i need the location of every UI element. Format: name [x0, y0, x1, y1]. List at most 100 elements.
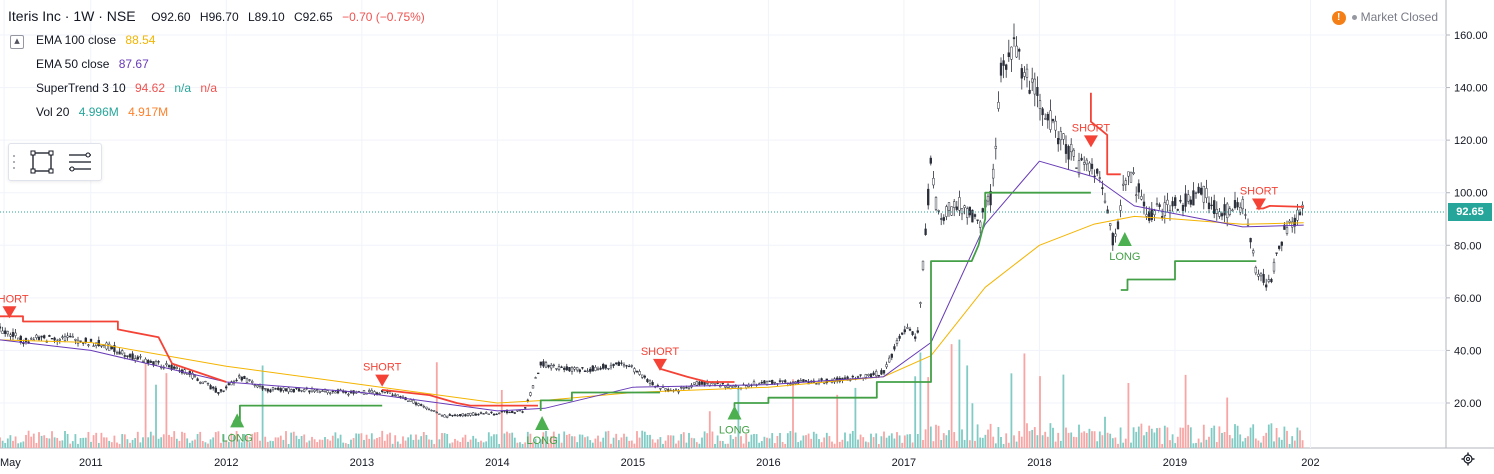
candle-body	[1166, 199, 1169, 205]
parallel-channel-icon[interactable]	[67, 149, 93, 175]
candle-body	[97, 339, 100, 347]
candle-body	[916, 330, 919, 333]
volume-bar	[1000, 437, 1002, 448]
candle-body	[563, 367, 566, 370]
candle-body	[784, 380, 787, 383]
volume-bar	[573, 436, 576, 448]
volume-bar	[6, 438, 9, 448]
candle-body	[1080, 157, 1083, 161]
candle-body	[599, 367, 602, 370]
candle-body	[765, 381, 769, 385]
volume-bar	[149, 431, 152, 448]
volume-bar	[961, 429, 963, 448]
indicator-ema50[interactable]: EMA 50 close 87.67	[36, 57, 149, 71]
volume-bar	[867, 442, 870, 448]
volume-bar	[77, 443, 79, 448]
candle-body	[544, 362, 548, 368]
candle-body	[409, 399, 412, 402]
supertrend-down-line	[1090, 92, 1121, 176]
candle-body	[9, 334, 12, 337]
candle-body	[851, 375, 854, 378]
volume-bar	[823, 437, 826, 448]
symbol-title[interactable]: Iteris Inc · 1W · NSE	[8, 8, 136, 24]
volume-bar	[727, 443, 729, 448]
volume-bar	[51, 431, 53, 448]
volume-bar	[872, 437, 875, 448]
volume-bar	[394, 435, 397, 448]
volume-bar	[1010, 373, 1013, 448]
candle-body	[269, 389, 272, 393]
volume-bar	[131, 439, 134, 448]
candle-body	[253, 384, 256, 386]
candle-body	[479, 412, 483, 414]
volume-bar	[500, 389, 503, 448]
candle-body	[677, 391, 680, 393]
indicator-volume[interactable]: Vol 20 4.996M 4.917M	[36, 105, 168, 119]
indicator-supertrend[interactable]: SuperTrend 3 10 94.62 n/a n/a	[36, 81, 217, 95]
volume-bar	[888, 435, 891, 448]
candle-body	[953, 201, 956, 208]
candle-body	[1272, 261, 1276, 272]
volume-bar	[857, 439, 859, 448]
candle-body	[394, 394, 397, 396]
market-status[interactable]: ! Market Closed	[1331, 10, 1438, 25]
volume-bar	[1098, 431, 1101, 448]
candle-body	[500, 411, 503, 413]
volume-bar	[152, 435, 155, 448]
candle-body	[864, 374, 867, 378]
volume-bar	[685, 442, 688, 448]
volume-bar	[555, 437, 558, 448]
volume-bar	[300, 435, 303, 448]
indicator-ema100[interactable]: EMA 100 close 88.54	[36, 33, 155, 47]
y-tick-label: 120.00	[1454, 135, 1488, 147]
volume-bar	[682, 432, 685, 448]
candle-body	[123, 355, 126, 357]
candle-body	[1259, 272, 1263, 277]
volume-bar	[12, 440, 14, 448]
volume-bar	[461, 437, 464, 448]
volume-bar	[688, 432, 690, 448]
candle-body	[1291, 221, 1294, 228]
gear-icon[interactable]	[1461, 452, 1475, 466]
volume-bar	[339, 434, 342, 448]
volume-bar	[285, 431, 287, 448]
candle-body	[37, 336, 41, 340]
volume-bar	[334, 432, 337, 448]
collapse-legend-button[interactable]: ▴	[10, 35, 24, 49]
drag-handle-icon[interactable]	[11, 149, 17, 175]
candle-body	[66, 335, 69, 338]
volume-bar	[1062, 374, 1065, 448]
volume-bar	[1075, 437, 1078, 448]
candle-body	[521, 411, 524, 413]
candle-body	[1283, 224, 1286, 230]
volume-bar	[953, 432, 956, 448]
volume-bar	[927, 377, 930, 448]
volume-bar	[1301, 440, 1304, 448]
last-price-label: 92.65	[1448, 203, 1492, 221]
short-signal-arrow	[2, 306, 17, 319]
drawing-toolbar[interactable]	[8, 143, 102, 181]
volume-bar	[1213, 425, 1216, 448]
volume-bar	[435, 362, 438, 448]
candle-body	[147, 360, 150, 364]
candle-body	[17, 337, 20, 341]
volume-bar	[922, 440, 924, 448]
candle-body	[53, 337, 56, 341]
volume-bar	[513, 437, 516, 448]
candle-body	[1202, 185, 1205, 203]
indicator-value: n/a	[200, 81, 218, 95]
rectangle-tool-icon[interactable]	[29, 149, 55, 175]
volume-bar	[45, 437, 48, 448]
candle-body	[960, 208, 964, 215]
candle-body	[518, 409, 522, 412]
volume-bar	[220, 442, 222, 448]
candle-body	[1096, 168, 1099, 174]
candle-body	[225, 386, 228, 389]
candle-body	[869, 373, 873, 378]
volume-bar	[292, 431, 295, 448]
candle-body	[929, 157, 932, 164]
warning-icon[interactable]: !	[1331, 10, 1346, 25]
volume-bar	[129, 442, 131, 448]
